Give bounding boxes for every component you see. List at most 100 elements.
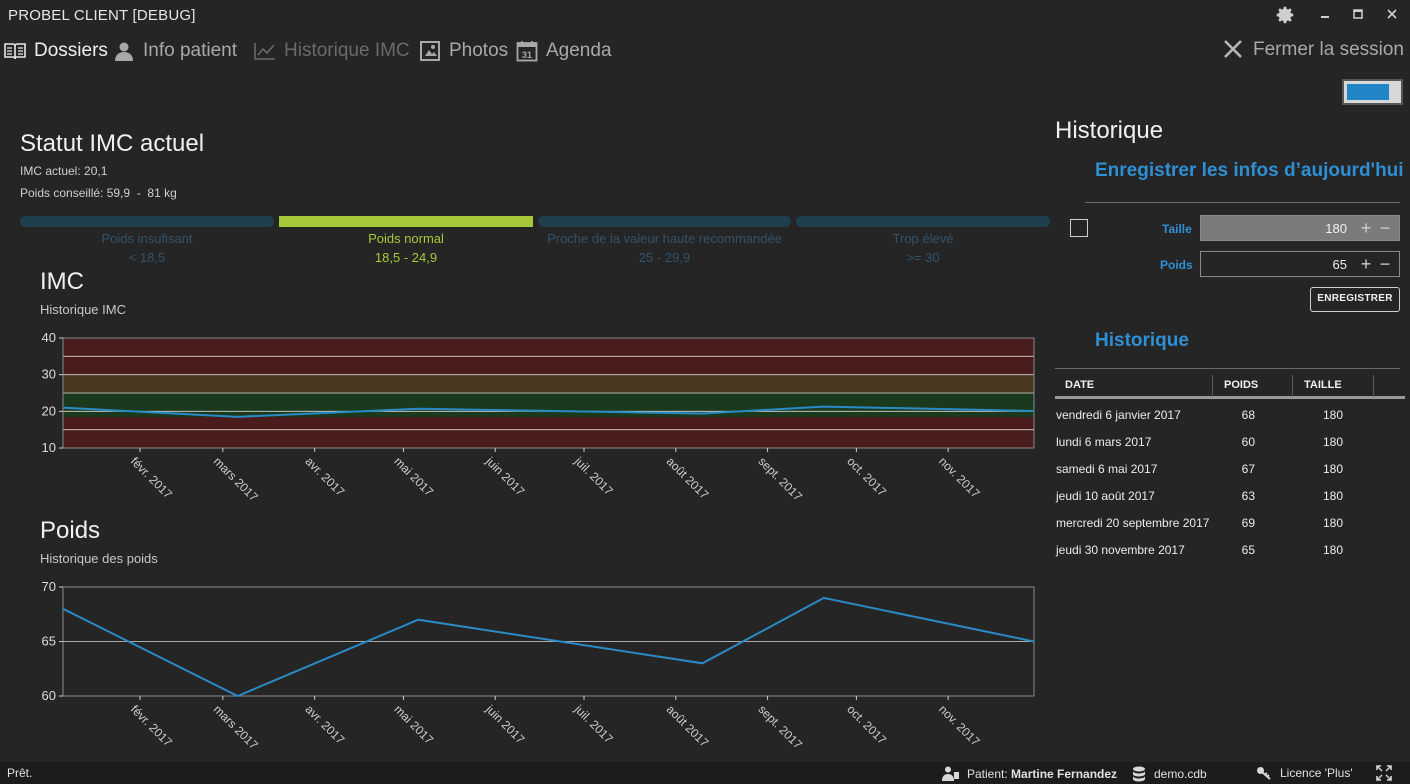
nav-dossiers[interactable]: Dossiers <box>4 37 108 65</box>
x-tick-label: juil. 2017 <box>571 454 616 499</box>
data-point <box>701 412 704 415</box>
history-panel-title: Historique <box>1055 117 1164 144</box>
chart-band <box>63 416 1034 448</box>
cell-date: vendredi 6 janvier 2017 <box>1056 408 1181 422</box>
today-checkbox[interactable] <box>1070 219 1088 237</box>
nav-historique-imc[interactable]: Historique IMC <box>254 37 410 65</box>
chart-line-icon <box>254 40 276 62</box>
bmi-category-obese: Trop élevé >= 30 <box>796 229 1050 267</box>
cell-poids: 65 <box>1241 543 1255 557</box>
category-range: < 18,5 <box>128 250 166 265</box>
poids-chart-subtitle: Historique des poids <box>40 551 158 566</box>
nav-label: Photos <box>449 40 509 61</box>
category-range: >= 30 <box>906 250 940 265</box>
nav-photos[interactable]: Photos <box>419 37 508 65</box>
x-tick-label: août 2017 <box>664 454 712 502</box>
table-row[interactable]: mercredi 20 septembre 2017 69 180 <box>1055 510 1405 537</box>
table-row[interactable]: lundi 6 mars 2017 60 180 <box>1055 429 1405 456</box>
column-separator <box>1212 375 1213 397</box>
category-name: Poids normal <box>368 231 444 246</box>
x-tick-label: avr. 2017 <box>303 454 348 499</box>
chart-band <box>63 374 1034 393</box>
data-point <box>417 618 420 621</box>
minimize-icon[interactable] <box>1312 4 1338 28</box>
patient-prefix: Patient: <box>967 766 1012 781</box>
database-name: demo.cdb <box>1154 767 1207 781</box>
x-tick-label: oct. 2017 <box>844 702 889 747</box>
category-range: 18,5 - 24,9 <box>374 250 438 265</box>
category-name: Poids insufisant <box>101 231 193 246</box>
column-header-date[interactable]: DATE <box>1065 379 1095 391</box>
divider <box>1055 368 1400 369</box>
status-bar: Prêt. Patient: Martine Fernandez demo.cd… <box>0 762 1410 784</box>
minus-icon[interactable]: − <box>1379 218 1391 238</box>
cell-taille: 180 <box>1322 435 1343 449</box>
table-row[interactable]: jeudi 30 novembre 2017 65 180 <box>1055 537 1405 564</box>
taille-stepper[interactable]: 180 + − <box>1200 215 1400 241</box>
logout-label: Fermer la session <box>1253 39 1404 60</box>
panel-toggle-switch[interactable] <box>1342 79 1403 105</box>
license-info: Licence 'Plus' <box>1256 766 1353 780</box>
maximize-icon[interactable] <box>1345 4 1371 28</box>
table-row[interactable]: jeudi 10 août 2017 63 180 <box>1055 483 1405 510</box>
cell-taille: 180 <box>1322 489 1343 503</box>
data-point <box>701 662 704 665</box>
toggle-fill <box>1347 84 1389 100</box>
plus-icon[interactable]: + <box>1360 254 1372 274</box>
logout-button[interactable]: Fermer la session <box>1223 37 1404 63</box>
minus-icon[interactable]: − <box>1379 254 1391 274</box>
recommended-weight: Poids conseillé: 59,9 - 81 kg <box>20 186 177 200</box>
table-row[interactable]: vendredi 6 janvier 2017 68 180 <box>1055 402 1405 429</box>
x-tick-label: sept. 2017 <box>755 702 805 752</box>
data-point <box>236 695 239 698</box>
gear-icon[interactable] <box>1272 4 1298 28</box>
taille-label: Taille <box>1162 222 1192 236</box>
calendar-day: 31 <box>522 50 532 60</box>
status-title: Statut IMC actuel <box>20 130 205 157</box>
save-button[interactable]: ENREGISTRER <box>1310 287 1400 312</box>
cell-date: jeudi 30 novembre 2017 <box>1056 543 1185 557</box>
x-tick-label: juin 2017 <box>482 454 527 499</box>
nav-label: Historique IMC <box>284 40 410 61</box>
x-tick-label: sept. 2017 <box>755 454 805 504</box>
category-name: Proche de la valeur haute recommandée <box>547 231 782 246</box>
fullscreen-icon[interactable] <box>1376 765 1392 781</box>
data-point <box>822 405 825 408</box>
imc-chart-subtitle: Historique IMC <box>40 302 126 317</box>
bmi-category-high: Proche de la valeur haute recommandée 25… <box>538 229 791 267</box>
user-icon <box>113 40 135 62</box>
bmi-category-underweight: Poids insufisant < 18,5 <box>20 229 274 267</box>
bmi-category-bar-underweight <box>20 216 274 227</box>
cell-poids: 67 <box>1241 462 1255 476</box>
poids-chart: 60 65 70 févr. 2017 mars 2017 avr. 2017 mai 20… <box>42 579 1035 752</box>
data-point <box>417 407 420 410</box>
cell-date: samedi 6 mai 2017 <box>1056 462 1158 476</box>
patient-icon <box>942 766 959 781</box>
key-icon <box>1256 766 1272 780</box>
x-tick-label: juin 2017 <box>482 702 527 747</box>
taille-value: 180 <box>1325 220 1347 236</box>
poids-stepper[interactable]: 65 + − <box>1200 251 1400 277</box>
cell-poids: 60 <box>1241 435 1255 449</box>
nav-agenda[interactable]: 31 Agenda <box>516 37 612 65</box>
imc-chart-title: IMC <box>40 268 84 295</box>
cell-date: jeudi 10 août 2017 <box>1056 489 1155 503</box>
nav-label: Agenda <box>546 40 612 61</box>
cell-taille: 180 <box>1322 462 1343 476</box>
data-point <box>822 596 825 599</box>
nav-info-patient[interactable]: Info patient <box>113 37 237 65</box>
column-header-taille[interactable]: TAILLE <box>1304 379 1342 391</box>
y-tick-label: 10 <box>42 440 56 455</box>
close-window-icon[interactable] <box>1379 4 1405 28</box>
bmi-category-normal: Poids normal 18,5 - 24,9 <box>279 229 533 267</box>
chart-band <box>63 393 1034 417</box>
x-tick-label: nov. 2017 <box>936 702 983 749</box>
window-title: PROBEL CLIENT [DEBUG] <box>8 7 196 24</box>
column-header-poids[interactable]: POIDS <box>1224 379 1259 391</box>
cell-poids: 69 <box>1241 516 1255 530</box>
plus-icon[interactable]: + <box>1360 218 1372 238</box>
column-separator <box>1292 375 1293 397</box>
table-row[interactable]: samedi 6 mai 2017 67 180 <box>1055 456 1405 483</box>
x-tick-label: oct. 2017 <box>844 454 889 499</box>
poids-value: 65 <box>1332 256 1347 272</box>
